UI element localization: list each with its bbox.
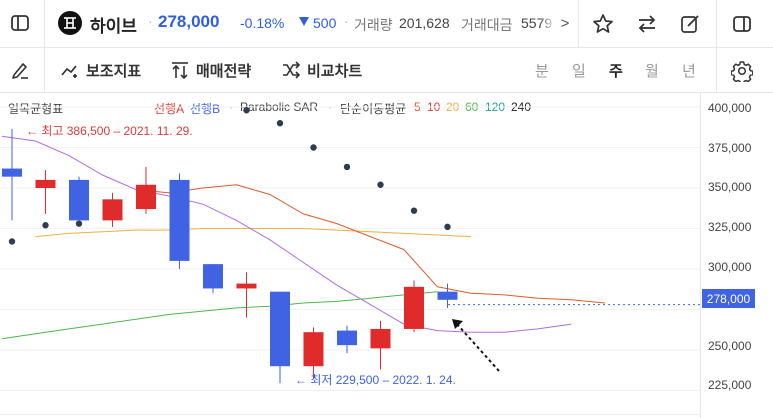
sar-dot — [410, 207, 418, 214]
expand-arrow-button[interactable]: > — [558, 12, 572, 34]
sar-dot — [276, 120, 284, 127]
y-tick: 350,000 — [708, 180, 752, 194]
aux-indicator-label: 보조지표 — [86, 62, 142, 80]
favorite-button[interactable] — [590, 11, 616, 37]
swap-button[interactable] — [634, 11, 660, 37]
sar-dot — [343, 163, 351, 171]
right-panel-icon — [733, 16, 751, 32]
y-tick: 325,000 — [708, 220, 752, 234]
sidebar-panel-icon — [11, 15, 29, 31]
period-day[interactable]: 일 — [572, 63, 586, 80]
arrow-head — [452, 319, 463, 329]
high-annotation: ← 최고 386,500 – 2021. 11. 29. — [26, 124, 193, 138]
edit-icon — [681, 15, 699, 33]
header-fade — [540, 0, 556, 47]
sar-dot — [8, 238, 16, 245]
stock-name[interactable]: 하이브 — [90, 17, 137, 36]
candle-body — [35, 179, 56, 188]
strategy-icon — [172, 62, 188, 79]
edit-button[interactable] — [677, 11, 703, 37]
aux-indicator-button[interactable]: 보조지표 — [60, 60, 141, 80]
sma60-line — [1, 291, 438, 340]
candle-body — [102, 199, 123, 221]
candle-body — [236, 283, 257, 289]
y-tick: 300,000 — [708, 260, 752, 274]
candle-body — [203, 264, 223, 289]
candle-body — [270, 291, 290, 367]
legend-span-b[interactable]: 선행B — [190, 102, 221, 116]
period-month[interactable]: 월 — [645, 63, 659, 80]
compare-chart-label: 비교차트 — [307, 62, 363, 80]
indicator-icon — [61, 65, 77, 78]
candle-body — [337, 330, 357, 346]
sar-dot — [310, 144, 317, 151]
divider — [44, 0, 45, 47]
settings-button[interactable] — [729, 58, 755, 84]
candle-body — [370, 328, 391, 349]
y-tick: 250,000 — [708, 339, 752, 353]
trade-amount-label: 거래대금 — [461, 17, 513, 33]
period-minute[interactable]: 분 — [535, 63, 549, 80]
candle-body — [2, 168, 22, 177]
stock-logo — [58, 11, 82, 35]
legend-sma[interactable]: 단순이동평균 — [340, 102, 407, 116]
legend-span-a[interactable]: 선행A — [154, 102, 185, 116]
volume-value: 201,628 — [399, 15, 450, 31]
sidebar-toggle-button[interactable] — [8, 11, 32, 35]
sma10-line — [1, 135, 572, 333]
change-percent: -0.18% — [240, 15, 285, 31]
candle-body — [303, 332, 324, 367]
candle-body — [437, 291, 458, 300]
y-tick: 225,000 — [708, 378, 752, 392]
dashed-arrow-line — [455, 322, 500, 372]
period-year[interactable]: 년 — [682, 63, 696, 80]
draw-tool-button[interactable] — [8, 58, 32, 82]
panel-toggle-button[interactable] — [729, 11, 755, 37]
swap-arrows-icon — [638, 15, 656, 33]
trade-strategy-label: 매매전략 — [196, 62, 252, 80]
down-triangle-icon — [299, 17, 309, 26]
legend-ichimoku[interactable]: 일목균형표 — [8, 102, 64, 116]
sma20-line — [35, 228, 471, 238]
current-price-tag: 278,000 — [702, 289, 755, 308]
divider — [578, 0, 579, 47]
y-tick: 375,000 — [708, 141, 752, 155]
sar-dot — [42, 222, 49, 229]
chart-bottom-border — [0, 414, 700, 415]
price-chart[interactable] — [0, 92, 700, 418]
divider — [716, 0, 717, 47]
y-axis-line — [700, 92, 701, 418]
y-tick: 400,000 — [708, 101, 752, 115]
stock-header: 하이브 · 278,000 -0.18% 500 · 거래량 201,628 거… — [0, 0, 773, 48]
separator-dot: · — [344, 13, 349, 29]
compare-icon — [283, 61, 301, 79]
sar-dot — [243, 107, 250, 114]
volume-label: 거래량 — [354, 17, 393, 33]
candle-body — [69, 179, 89, 221]
candle-body — [136, 184, 156, 210]
hybe-logo-icon — [64, 17, 76, 29]
sma5-line — [135, 184, 605, 304]
candle-body — [404, 286, 424, 329]
sar-dot — [75, 220, 83, 227]
change-amount: 500 — [313, 15, 337, 31]
pen-icon — [12, 63, 28, 79]
period-week[interactable]: 주 — [609, 63, 623, 80]
separator-dot: · — [148, 13, 153, 29]
sar-dot — [444, 223, 451, 231]
low-annotation: ← 최저 229,500 – 2022. 1. 24. — [295, 373, 456, 387]
trade-strategy-button[interactable]: 매매전략 — [170, 60, 251, 80]
gear-icon — [731, 61, 753, 82]
divider — [716, 48, 717, 92]
star-icon — [593, 14, 613, 33]
candle-body — [169, 179, 190, 261]
compare-chart-button[interactable]: 비교차트 — [281, 60, 362, 80]
sar-dot — [377, 181, 384, 188]
chart-toolbar — [0, 48, 773, 93]
divider — [44, 48, 45, 92]
current-price: 278,000 — [158, 12, 220, 31]
